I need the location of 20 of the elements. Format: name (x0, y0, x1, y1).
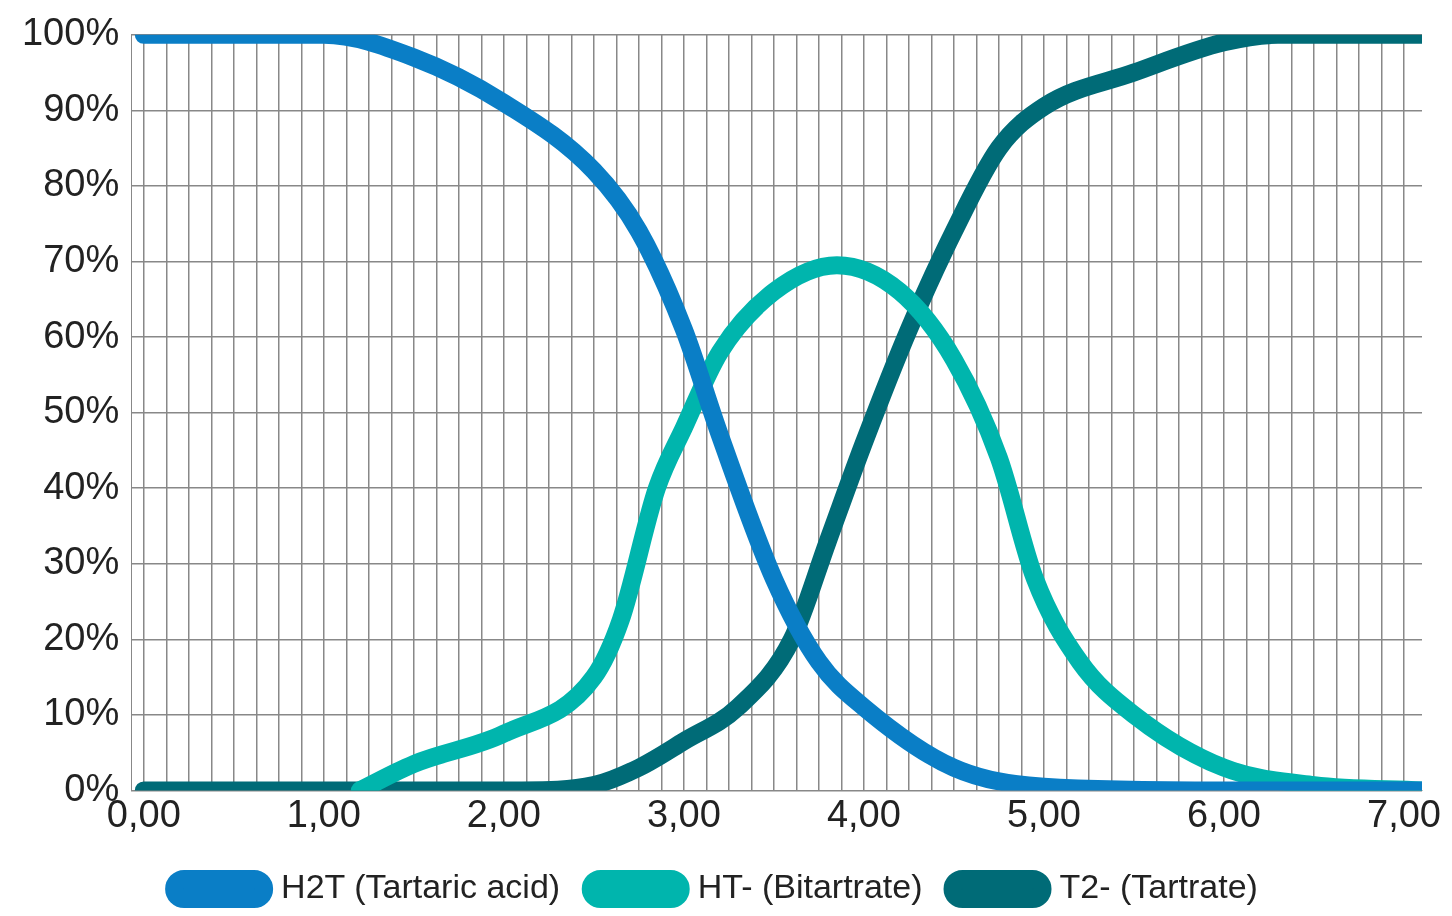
y-tick-label: 70% (43, 237, 120, 280)
x-tick-label: 2,00 (466, 792, 541, 835)
y-tick-label: 30% (43, 540, 120, 583)
y-tick-label: 80% (43, 162, 120, 205)
x-tick-label: 1,00 (286, 792, 361, 835)
y-tick-label: 90% (43, 86, 120, 129)
y-tick-label: 60% (43, 313, 120, 356)
y-tick-label: 10% (43, 691, 120, 734)
x-tick-label: 6,00 (1186, 792, 1261, 835)
legend-label: H2T (Tartaric acid) (281, 867, 561, 906)
x-tick-label: 4,00 (826, 792, 901, 835)
x-tick-label: 7,00 (1367, 792, 1441, 835)
y-tick-label: 20% (43, 615, 120, 658)
x-tick-label: 5,00 (1006, 792, 1081, 835)
x-tick-label: 3,00 (646, 792, 721, 835)
legend-label: HT- (Bitartrate) (697, 867, 923, 906)
y-tick-label: 40% (43, 464, 120, 507)
y-tick-label: 50% (43, 389, 120, 432)
y-tick-label: 100% (21, 11, 120, 54)
legend-label: T2- (Tartrate) (1059, 867, 1258, 906)
